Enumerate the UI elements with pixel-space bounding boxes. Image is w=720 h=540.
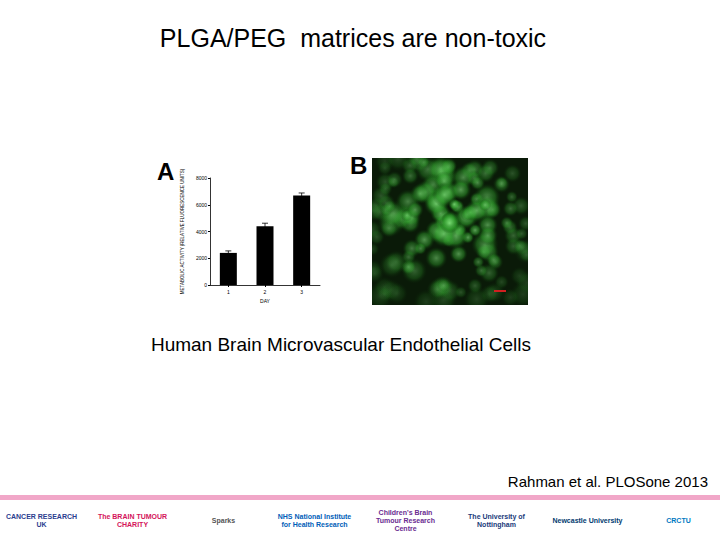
svg-text:1: 1 xyxy=(227,289,230,295)
html-text:Human Brain Microvascular Endo: Human Brain Microvascular Endothelial Ce… xyxy=(150,334,532,355)
svg-text:0: 0 xyxy=(204,282,207,288)
svg-text:4000: 4000 xyxy=(196,229,207,235)
html-text:NHS National Institute for Hea: NHS National Institute for Health Resear… xyxy=(277,513,352,528)
html-text:CANCER RESEARCH UK: CANCER RESEARCH UK xyxy=(5,513,78,528)
html-text:CRCTU: CRCTU xyxy=(666,517,691,524)
svg-text:2000: 2000 xyxy=(196,255,207,261)
svg-text:6000: 6000 xyxy=(196,202,207,208)
html-text:PLGA/PEG matrices are non-toxi: PLGA/PEG matrices are non-toxic xyxy=(159,24,547,52)
html-text:A: A xyxy=(157,158,175,185)
html-text:Rahman et al. PLOSone 2013: Rahman et al. PLOSone 2013 xyxy=(507,473,708,490)
html-text:Children's Brain Tumour Resear: Children's Brain Tumour Research Centre xyxy=(376,509,435,532)
html-text:The University of Nottingham: The University of Nottingham xyxy=(468,513,525,528)
svg-text:METABOLIC ACTIVITY (RELATIVE F: METABOLIC ACTIVITY (RELATIVE FLUORESCENC… xyxy=(180,168,185,294)
html-text:B: B xyxy=(350,152,368,179)
svg-text:2: 2 xyxy=(264,289,267,295)
svg-text:8000: 8000 xyxy=(196,175,207,181)
svg-text:3: 3 xyxy=(300,289,303,295)
html-text:Newcastle University: Newcastle University xyxy=(552,517,623,524)
svg-text:DAY: DAY xyxy=(260,298,271,304)
html-text:The BRAIN TUMOUR CHARITY: The BRAIN TUMOUR CHARITY xyxy=(97,513,168,528)
html-text:Sparks: Sparks xyxy=(211,517,236,524)
